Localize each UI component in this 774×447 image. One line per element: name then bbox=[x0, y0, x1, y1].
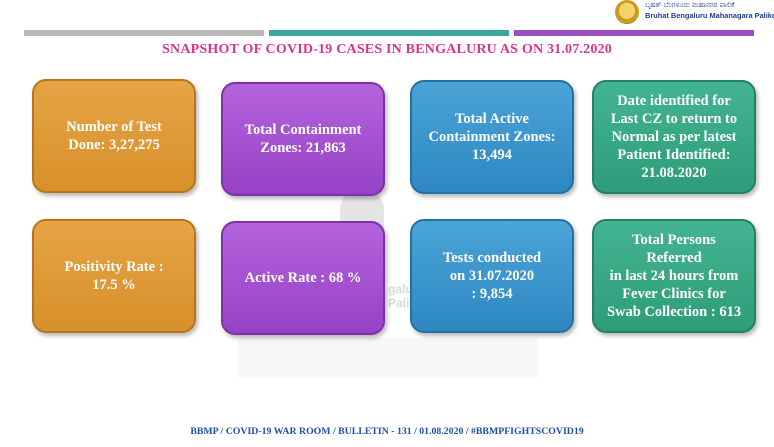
card-last-cz-date-text: Date identified for Last CZ to return to… bbox=[610, 93, 738, 181]
card-tests-done-text: Number of Test Done: 3,27,275 bbox=[66, 119, 162, 153]
card-last-cz-date: Date identified for Last CZ to return to… bbox=[592, 80, 756, 194]
bbmp-emblem-icon bbox=[615, 0, 639, 24]
card-tests-done: Number of Test Done: 3,27,275 bbox=[32, 79, 196, 193]
card-tests-conducted: Tests conducted on 31.07.2020 : 9,854 bbox=[410, 219, 574, 333]
footer-bulletin: BBMP / COVID-19 WAR ROOM / BULLETIN - 13… bbox=[190, 426, 584, 437]
logo-english-text: Bruhat Bengaluru Mahanagara Palike bbox=[645, 11, 774, 20]
card-persons-referred-text: Total Persons Referred in last 24 hours … bbox=[606, 232, 742, 320]
top-bar-teal bbox=[269, 30, 509, 36]
card-active-rate-text: Active Rate : 68 % bbox=[244, 270, 362, 286]
card-total-containment-zones: Total Containment Zones: 21,863 bbox=[221, 82, 385, 196]
logo-kannada-text: ಬೃಹತ್ ಬೆಂಗಳೂರು ಮಹಾನಗರ ಪಾಲಿಕೆ bbox=[645, 1, 735, 9]
card-positivity-rate: Positivity Rate : 17.5 % bbox=[32, 219, 196, 333]
card-persons-referred: Total Persons Referred in last 24 hours … bbox=[592, 219, 756, 333]
card-positivity-rate-text: Positivity Rate : 17.5 % bbox=[64, 259, 164, 293]
bbmp-logo: ಬೃಹತ್ ಬೆಂಗಳೂರು ಮಹಾನಗರ ಪಾಲಿಕೆ Bruhat Beng… bbox=[615, 0, 774, 26]
page-title: SNAPSHOT OF COVID-19 CASES IN BENGALURU … bbox=[162, 42, 612, 57]
card-active-containment-zones: Total Active Containment Zones: 13,494 bbox=[410, 80, 574, 194]
top-bar-purple bbox=[514, 30, 754, 36]
card-tests-conducted-text: Tests conducted on 31.07.2020 : 9,854 bbox=[442, 250, 542, 302]
card-active-rate: Active Rate : 68 % bbox=[221, 221, 385, 335]
card-active-containment-zones-text: Total Active Containment Zones: 13,494 bbox=[428, 111, 556, 163]
card-total-containment-zones-text: Total Containment Zones: 21,863 bbox=[244, 122, 362, 156]
top-bar-gray bbox=[24, 30, 264, 36]
background-band bbox=[238, 338, 538, 378]
